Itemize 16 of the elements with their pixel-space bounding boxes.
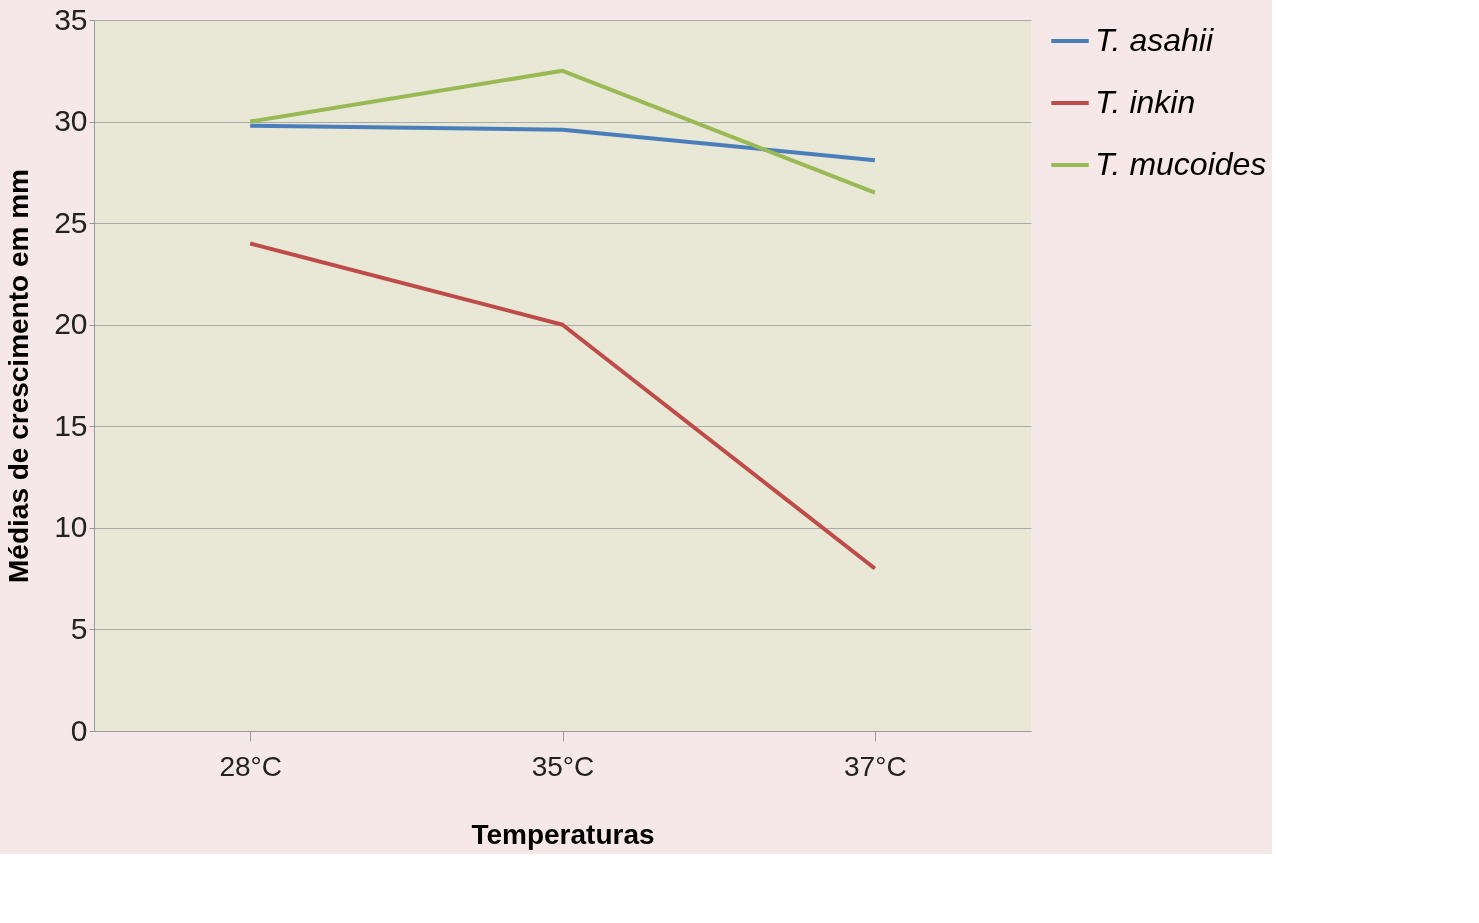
y-tick-label: 15 <box>54 408 88 442</box>
y-tick-label: 30 <box>54 104 88 138</box>
x-tick-label: 28°C <box>219 750 282 782</box>
y-tick-label: 20 <box>54 307 88 341</box>
y-tick-label: 5 <box>70 611 88 645</box>
legend-label: T. inkin <box>1095 84 1196 120</box>
y-axis-title: Médias de crescimento em mm <box>3 169 35 583</box>
legend-label: T. mucoides <box>1095 146 1267 182</box>
legend-label: T. asahii <box>1095 22 1214 58</box>
y-tick-label: 0 <box>70 713 88 747</box>
x-axis-title: Temperaturas <box>471 818 655 850</box>
x-tick-label: 35°C <box>531 750 595 782</box>
y-tick-label: 25 <box>54 205 88 239</box>
x-tick-label: 37°C <box>844 750 907 782</box>
y-tick-label: 10 <box>54 510 88 544</box>
y-tick-label: 35 <box>54 2 88 36</box>
